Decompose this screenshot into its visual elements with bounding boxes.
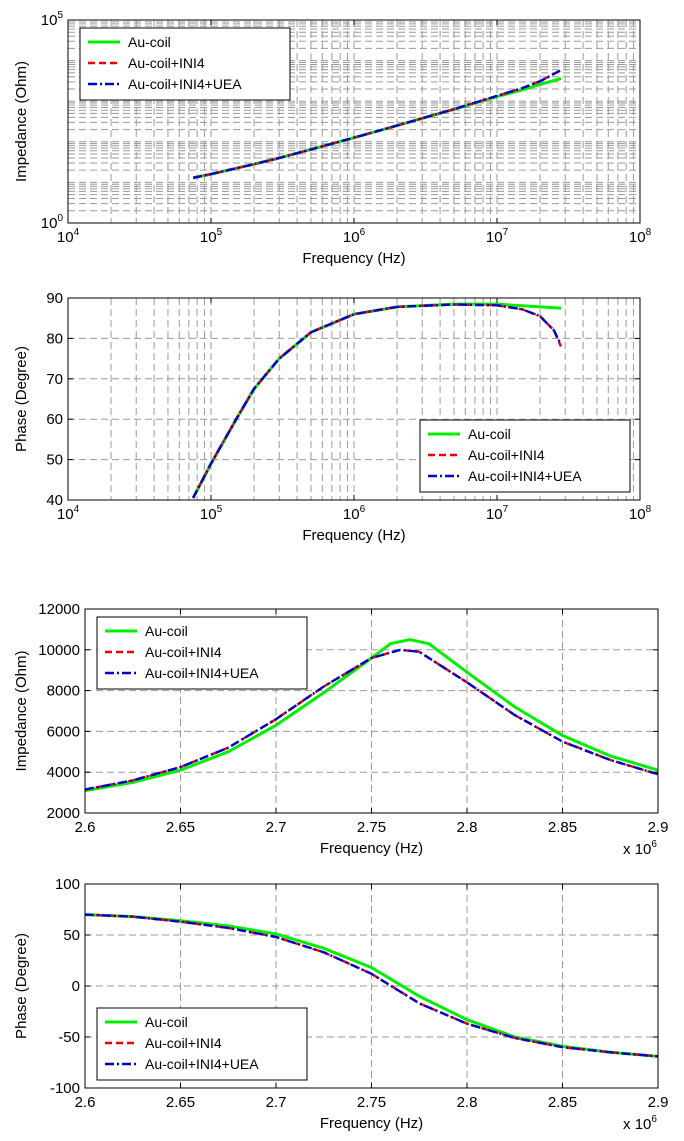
x-tick-label: 2.8 xyxy=(457,819,478,836)
y-axis-label: Phase (Degree) xyxy=(13,346,30,452)
x-tick-label: 2.85 xyxy=(548,1094,577,1111)
y-tick-label: 6000 xyxy=(47,723,80,740)
y-tick-label: 2000 xyxy=(47,805,80,822)
legend-label-3: Au-coil+INI4+UEA xyxy=(468,468,582,484)
legend-label-1: Au-coil xyxy=(468,426,511,442)
series-line-3 xyxy=(85,913,658,1058)
x-tick-label: 2.65 xyxy=(166,1094,195,1111)
y-tick-label: 4000 xyxy=(47,764,80,781)
x-axis-multiplier: x 106 xyxy=(623,839,657,858)
x-tick-label: 107 xyxy=(486,504,509,523)
legend-label-2: Au-coil+INI4 xyxy=(468,447,545,463)
x-tick-label: 107 xyxy=(486,227,509,246)
legend: Au-coil Au-coil+INI4 Au-coil+INI4+UEA xyxy=(96,1007,308,1081)
x-axis-label: Frequency (Hz) xyxy=(302,250,405,267)
x-tick-label-exponent: 7 xyxy=(503,227,509,238)
grid xyxy=(85,609,658,813)
y-tick-label: 50 xyxy=(46,452,63,469)
legend-label-2: Au-coil+INI4 xyxy=(145,1035,222,1051)
y-tick-label: 50 xyxy=(63,927,80,944)
x-tick-label-exponent: 5 xyxy=(217,504,223,515)
grid xyxy=(85,884,658,1088)
y-tick-label-exponent: 0 xyxy=(57,213,63,224)
subplot-3: 2.6 2.65 2.7 2.75 2.8 2.85 2.9 2000 4000 6000 8000… xyxy=(13,601,668,858)
x-tick-label: 2.85 xyxy=(548,819,577,836)
y-axis-label: Phase (Degree) xyxy=(13,933,30,1039)
series-line-1 xyxy=(85,638,658,793)
series-line-3 xyxy=(85,648,658,791)
grid xyxy=(68,20,640,223)
x-tick-label-exponent: 4 xyxy=(74,504,80,515)
x-tick-label-exponent: 4 xyxy=(74,227,80,238)
x-tick-label-exponent: 8 xyxy=(646,227,652,238)
x-tick-label: 2.7 xyxy=(266,819,287,836)
series-line-2 xyxy=(85,648,658,791)
x-tick-label-exponent: 5 xyxy=(217,227,223,238)
x-tick-label: 108 xyxy=(629,227,652,246)
x-tick-label: 106 xyxy=(343,504,366,523)
x-axis-label: Frequency (Hz) xyxy=(320,840,423,857)
x-axis-label: Frequency (Hz) xyxy=(320,1115,423,1132)
legend: Au-coil Au-coil+INI4 Au-coil+INI4+UEA xyxy=(419,419,631,493)
legend-label-1: Au-coil xyxy=(128,34,171,50)
y-tick-label: 60 xyxy=(46,411,63,428)
x-tick-label: 105 xyxy=(200,504,223,523)
x-tick-label: 2.9 xyxy=(648,1094,669,1111)
legend-label-3: Au-coil+INI4+UEA xyxy=(128,76,242,92)
y-tick-label-exponent: 5 xyxy=(57,10,63,21)
legend-label-1: Au-coil xyxy=(145,623,188,639)
y-axis-label: Impedance (Ohm) xyxy=(13,651,30,772)
y-tick-label: 100 xyxy=(55,876,80,893)
x-tick-label: 2.7 xyxy=(266,1094,287,1111)
x-tick-label-exponent: 6 xyxy=(360,504,366,515)
legend-label-2: Au-coil+INI4 xyxy=(145,644,222,660)
legend: Au-coil Au-coil+INI4 Au-coil+INI4+UEA xyxy=(96,616,308,690)
y-tick-label: 12000 xyxy=(38,601,80,618)
x-axis-multiplier-exponent: 6 xyxy=(651,839,657,850)
y-tick-label: 80 xyxy=(46,330,63,347)
subplot-4: 2.6 2.65 2.7 2.75 2.8 2.85 2.9 -100 -50 0 50 100 Fre… xyxy=(13,876,668,1133)
legend-label-3: Au-coil+INI4+UEA xyxy=(145,665,259,681)
y-axis-label: Impedance (Ohm) xyxy=(13,61,30,182)
x-axis-label: Frequency (Hz) xyxy=(302,527,405,544)
legend-label-1: Au-coil xyxy=(145,1014,188,1030)
x-tick-label: 104 xyxy=(57,227,80,246)
x-axis-multiplier: x 106 xyxy=(623,1114,657,1133)
y-tick-label: 0 xyxy=(72,978,80,995)
y-tick-label: 90 xyxy=(46,290,63,307)
x-tick-label: 2.65 xyxy=(166,819,195,836)
legend-label-3: Au-coil+INI4+UEA xyxy=(145,1056,259,1072)
x-tick-label: 2.6 xyxy=(75,819,96,836)
x-tick-label: 2.8 xyxy=(457,1094,478,1111)
y-tick-label: 105 xyxy=(41,10,64,29)
y-tick-label: -50 xyxy=(58,1029,80,1046)
x-tick-label: 108 xyxy=(629,504,652,523)
y-tick-label: 40 xyxy=(46,492,63,509)
series-line-3 xyxy=(192,303,562,499)
x-tick-label: 2.75 xyxy=(357,819,386,836)
y-tick-label: 8000 xyxy=(47,683,80,700)
y-tick-label: 10000 xyxy=(38,642,80,659)
x-tick-label-exponent: 6 xyxy=(360,227,366,238)
x-tick-label: 2.6 xyxy=(75,1094,96,1111)
x-tick-label-exponent: 8 xyxy=(646,504,652,515)
x-tick-label: 2.9 xyxy=(648,819,669,836)
legend: Au-coil Au-coil+INI4 Au-coil+INI4+UEA xyxy=(79,27,291,101)
y-tick-label: 70 xyxy=(46,371,63,388)
series-line-3 xyxy=(192,69,562,179)
x-tick-label-exponent: 7 xyxy=(503,504,509,515)
x-tick-label: 2.75 xyxy=(357,1094,386,1111)
x-tick-label: 106 xyxy=(343,227,366,246)
x-axis-multiplier-exponent: 6 xyxy=(651,1114,657,1125)
legend-label-2: Au-coil+INI4 xyxy=(128,55,205,71)
y-tick-label: -100 xyxy=(50,1080,80,1097)
x-tick-label: 105 xyxy=(200,227,223,246)
